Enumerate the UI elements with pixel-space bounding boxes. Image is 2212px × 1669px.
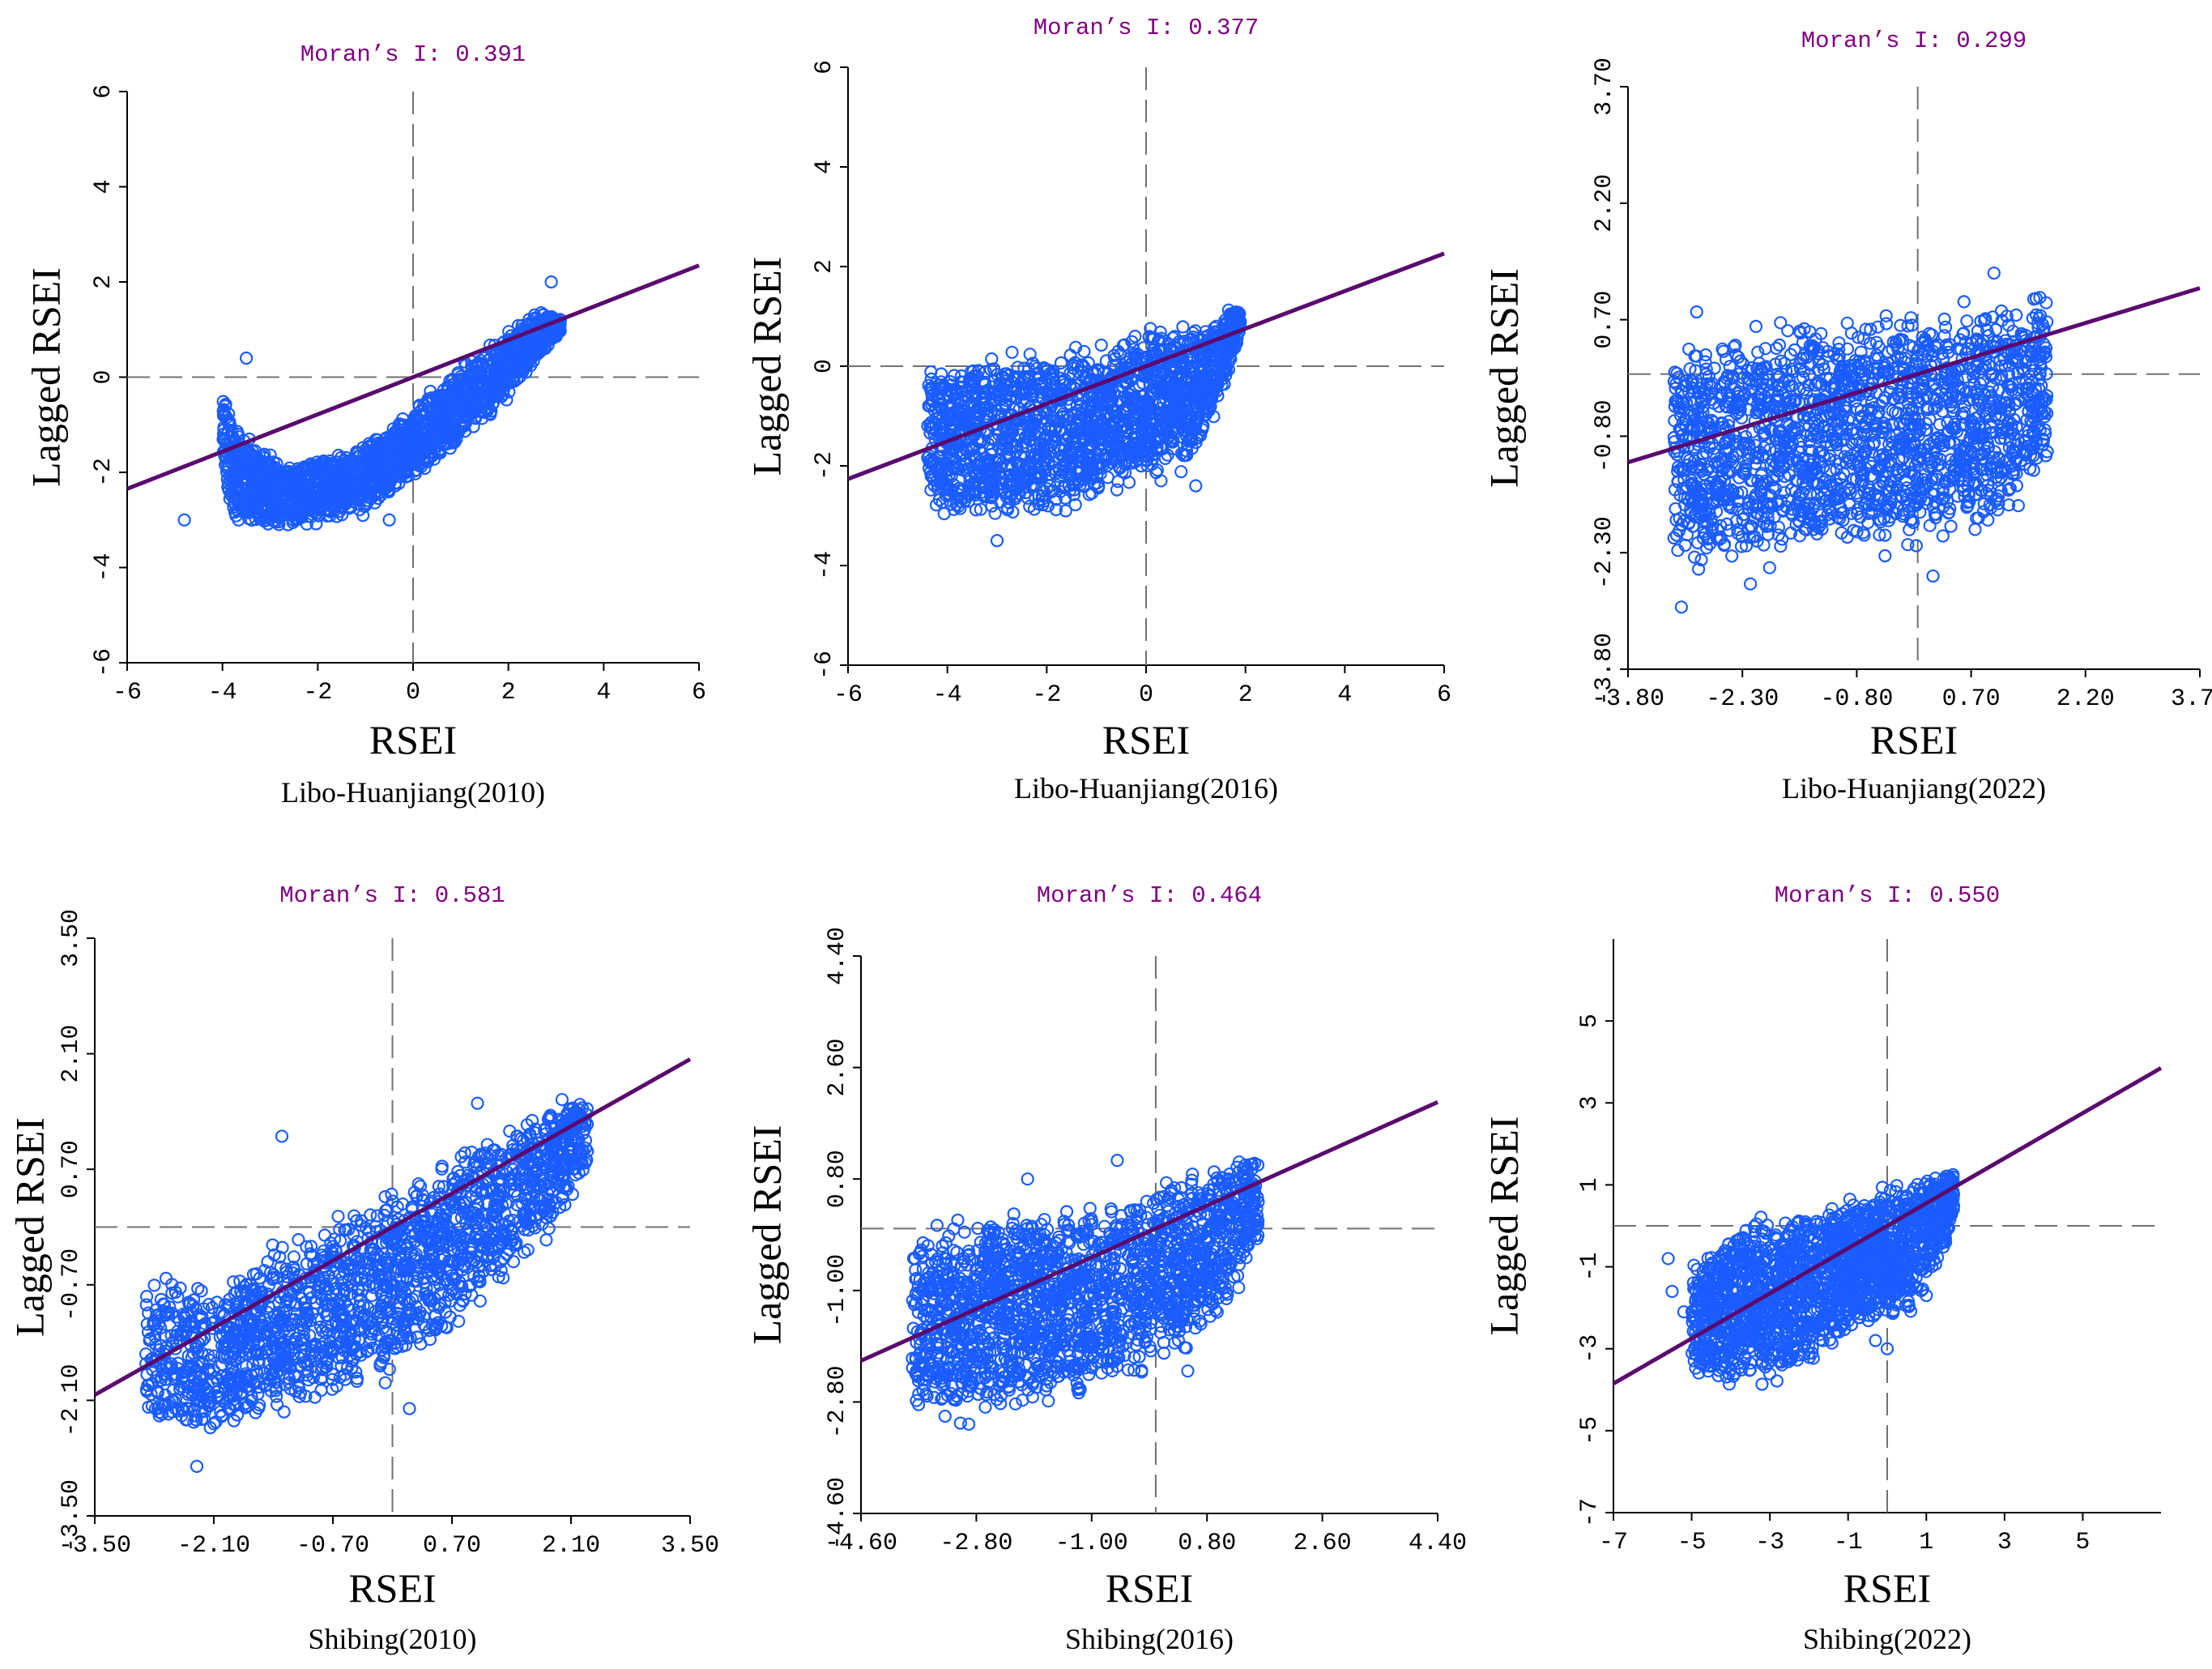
y-tick-label: 0.70 [1591,291,1618,349]
scatter-points [179,276,566,531]
y-tick-label: 0 [90,369,117,384]
scatter-points [922,305,1246,547]
scatter-point [1750,321,1762,332]
scatter-plot-svg: -6 -4 -2 0 2 4 6 -6 -4 -2 0 2 4 6 Moran’s I: 0.377 RSEI… [737,0,1466,834]
y-tick-label: 2 [90,275,117,289]
y-tick-label: -4 [811,551,838,580]
x-tick-label: -6 [113,679,142,706]
x-tick-label: 2 [501,679,516,706]
scatter-point [1123,476,1135,488]
y-tick-label: -2 [811,451,838,480]
y-tick-label: 4 [811,160,838,174]
scatter-point [990,508,1001,519]
x-tick-label: -4 [208,679,237,706]
scatter-points [1669,267,2053,613]
outlier-point [179,514,190,526]
x-tick-label: -6 [833,681,863,709]
x-tick-label: 4 [596,679,611,706]
x-tick-label: 6 [1437,681,1451,709]
x-tick-label: -4 [933,681,962,709]
panel-libo-2022: -3.80-2.30-0.800.702.203.70-3.80-2.30-0.… [1474,0,2203,834]
outlier-point [241,352,252,364]
y-tick-label: 6 [811,60,838,75]
panel-caption: Libo-Huanjiang(2010) [281,776,545,809]
x-tick-label: 3.70 [2171,685,2212,713]
panel-libo-2010: -6 -4 -2 0 2 4 6 -6 -4 -2 0 2 4 6 Moran’s I: 0.391 RSEI… [0,0,729,834]
x-tick-label: -2.30 [1706,685,1779,713]
scatter-point [1726,550,1737,561]
x-tick-label: 2.20 [2056,685,2115,713]
scatter-point [1958,296,1970,307]
scatter-point [1007,347,1018,358]
outlier-point [1190,480,1201,492]
y-tick-label: 0 [811,359,838,373]
x-tick-label: -2 [303,679,332,706]
y-tick-label: -6 [90,648,117,677]
scatter-point [1177,321,1188,332]
scatter-point [925,366,936,378]
moran-i-label: Moran’s I: 0.377 [1034,15,1259,41]
scatter-point [1879,550,1890,561]
y-tick-label: -2.30 [1591,516,1618,589]
panel-libo-2016: -6 -4 -2 0 2 4 6 -6 -4 -2 0 2 4 6 Moran’s I: 0.377 RSEI… [737,0,1466,834]
scatter-point [1745,578,1756,590]
scatter-plot-svg: -3.80-2.30-0.800.702.203.70-3.80-2.30-0.… [1474,0,2203,834]
panel-caption: Libo-Huanjiang(2016) [1014,772,1278,805]
scatter-point [1096,339,1107,351]
y-tick-label: 4 [90,179,117,194]
y-axis-label: Lagged RSEI [744,257,789,476]
scatter-point [1961,315,1972,327]
x-tick-label: -0.80 [1820,685,1893,713]
x-tick-label: 0 [1139,681,1153,709]
scatter-point [1758,540,1770,551]
x-axis-label: RSEI [369,717,457,762]
y-axis-label: Lagged RSEI [23,267,68,487]
outlier-point [991,535,1003,546]
scatter-plot-svg: -6 -4 -2 0 2 4 6 -6 -4 -2 0 2 4 6 Moran’s I: 0.391 RSEI… [0,0,729,834]
scatter-point [1175,466,1187,477]
x-axis-label: RSEI [1102,717,1190,762]
x-tick-label: 2 [1238,681,1253,709]
y-tick-label: -4 [90,553,117,582]
scatter-point [939,508,950,519]
scatter-point [1774,339,1785,351]
y-tick-label: -6 [811,651,838,680]
y-tick-label: 6 [90,84,117,99]
y-tick-label: 2.20 [1591,174,1618,233]
y-tick-label: 2 [811,259,838,274]
x-tick-label: 6 [692,679,706,706]
x-tick-label: 0.70 [1942,685,2001,713]
scatter-point [1946,521,1957,532]
y-tick-label: -2 [90,458,117,487]
x-tick-label: 4 [1337,681,1352,709]
x-tick-label: 0 [406,679,420,706]
y-tick-label: 3.70 [1591,58,1618,116]
scatter-point [1764,562,1775,574]
y-tick-label: -3.80 [1591,633,1618,706]
outlier-point [546,276,557,288]
axes: -6 -4 -2 0 2 4 6 -6 -4 -2 0 2 4 6 [90,84,706,706]
y-tick-label: -0.80 [1591,399,1618,472]
moran-i-label: Moran’s I: 0.391 [300,41,526,68]
scatter-point [1842,318,1853,329]
outlier-point [384,514,395,526]
x-tick-label: -2 [1032,681,1061,709]
